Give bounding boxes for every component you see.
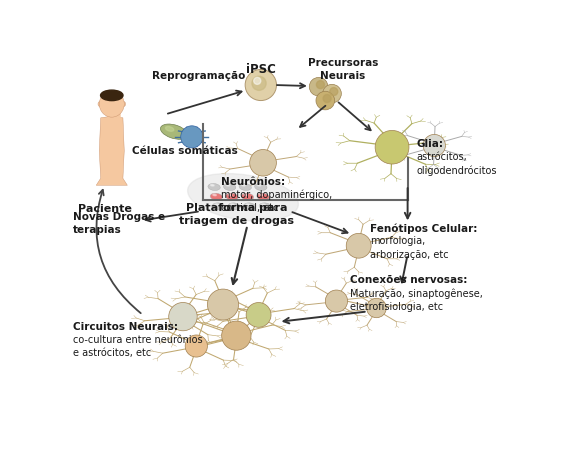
Ellipse shape (231, 204, 234, 205)
Ellipse shape (169, 303, 197, 331)
Text: motor, dopaminérgico,
cortical, etc: motor, dopaminérgico, cortical, etc (221, 190, 332, 213)
Ellipse shape (98, 101, 102, 106)
Ellipse shape (208, 184, 220, 190)
Ellipse shape (423, 134, 445, 157)
FancyBboxPatch shape (107, 110, 121, 119)
Ellipse shape (246, 204, 250, 205)
Ellipse shape (259, 203, 272, 210)
Ellipse shape (226, 193, 238, 200)
Ellipse shape (325, 290, 347, 312)
Ellipse shape (241, 193, 254, 200)
Ellipse shape (213, 194, 216, 196)
Ellipse shape (222, 321, 251, 350)
Ellipse shape (242, 185, 245, 186)
Text: Paciente: Paciente (78, 204, 132, 215)
Ellipse shape (262, 204, 265, 205)
Ellipse shape (367, 298, 386, 318)
Ellipse shape (185, 335, 207, 357)
Ellipse shape (223, 184, 236, 190)
Ellipse shape (121, 101, 126, 106)
Text: Fenótipos Celular:: Fenótipos Celular: (370, 223, 477, 234)
Ellipse shape (210, 193, 223, 200)
Ellipse shape (244, 194, 247, 196)
Text: morfologia,
arborização, etc: morfologia, arborização, etc (370, 237, 448, 260)
Ellipse shape (375, 130, 409, 164)
Ellipse shape (188, 174, 298, 221)
Ellipse shape (239, 184, 251, 190)
Ellipse shape (246, 303, 271, 327)
Text: Circuitos Neurais:: Circuitos Neurais: (73, 322, 178, 332)
Ellipse shape (211, 185, 214, 186)
Ellipse shape (99, 91, 124, 117)
Ellipse shape (207, 289, 239, 320)
Text: Reprogramação: Reprogramação (152, 71, 245, 81)
Text: Células somáticas: Células somáticas (133, 145, 238, 156)
Ellipse shape (165, 127, 174, 131)
Ellipse shape (252, 76, 266, 90)
Ellipse shape (254, 77, 261, 84)
Text: astrócitos,
oligodendrócitos: astrócitos, oligodendrócitos (417, 152, 497, 176)
Ellipse shape (228, 203, 241, 210)
Ellipse shape (257, 185, 261, 186)
Text: Conexões nervosas:: Conexões nervosas: (350, 275, 467, 285)
Ellipse shape (316, 81, 324, 88)
Text: iPSC: iPSC (246, 63, 276, 76)
Ellipse shape (100, 90, 123, 101)
Ellipse shape (181, 126, 203, 148)
Text: co-cultura entre neurônios
e astrócitos, etc: co-cultura entre neurônios e astrócitos,… (73, 335, 203, 358)
Ellipse shape (245, 70, 277, 101)
Text: Glia:: Glia: (417, 139, 444, 149)
Ellipse shape (250, 150, 277, 176)
Text: Novas Drogas e
terapias: Novas Drogas e terapias (73, 211, 165, 235)
Ellipse shape (259, 194, 263, 196)
Ellipse shape (316, 91, 335, 110)
Text: Maturação, sinaptogênese,
eletrofisiologia, etc: Maturação, sinaptogênese, eletrofisiolog… (350, 288, 483, 312)
Text: Plataforma para
triagem de drogas: Plataforma para triagem de drogas (179, 203, 294, 226)
Ellipse shape (161, 124, 188, 139)
Ellipse shape (255, 184, 267, 190)
Ellipse shape (215, 204, 219, 205)
Ellipse shape (323, 84, 342, 103)
Ellipse shape (323, 94, 331, 102)
Ellipse shape (309, 77, 328, 96)
Ellipse shape (346, 233, 371, 258)
Ellipse shape (228, 194, 232, 196)
Ellipse shape (257, 193, 269, 200)
Ellipse shape (243, 203, 256, 210)
Text: Neurônios:: Neurônios: (221, 177, 285, 187)
Text: Precursoras
Neurais: Precursoras Neurais (308, 58, 378, 81)
Ellipse shape (226, 185, 230, 186)
Ellipse shape (329, 88, 338, 96)
Polygon shape (96, 116, 127, 185)
Ellipse shape (212, 203, 224, 210)
